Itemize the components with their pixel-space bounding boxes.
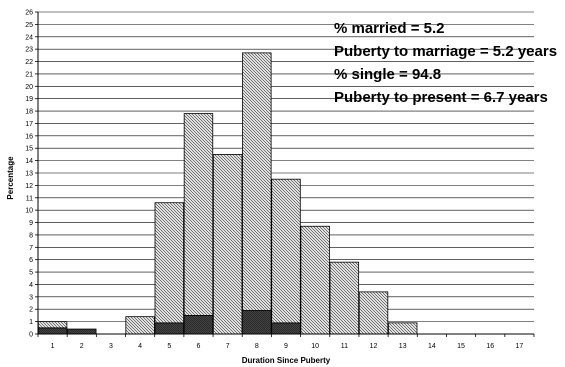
bar-segment-lower (37, 327, 68, 335)
bar-segment-upper (183, 113, 214, 316)
annotation-percent-single: % single = 94.8 (334, 66, 442, 83)
x-tick-label: 12 (370, 343, 378, 350)
bar-segment-upper (388, 322, 418, 335)
y-tick-label: 10 (25, 208, 33, 215)
bar-segment-lower (242, 310, 272, 335)
x-tick-label: 7 (226, 343, 230, 350)
x-tick-label: 3 (109, 343, 113, 350)
y-tick-label: 20 (25, 84, 33, 91)
bars (37, 52, 418, 335)
bar-segment-upper (271, 178, 301, 324)
y-tick-label: 1 (29, 319, 33, 326)
x-tick-label: 14 (428, 343, 436, 350)
x-tick-label: 13 (399, 343, 407, 350)
annotation-puberty-to-present: Puberty to present = 6.7 years (334, 89, 548, 106)
y-tick-label: 23 (25, 47, 33, 54)
y-tick-label: 15 (25, 146, 33, 153)
y-tick-label: 16 (25, 133, 33, 140)
axes: 0123456789101112131415161718192021222324… (25, 10, 535, 350)
x-tick-label: 9 (284, 343, 288, 350)
y-tick-label: 5 (29, 270, 33, 277)
bar-segment-lower (67, 328, 97, 335)
x-tick-label: 4 (138, 343, 142, 350)
y-tick-label: 26 (25, 10, 33, 17)
y-tick-label: 25 (25, 22, 33, 29)
x-tick-label: 15 (457, 343, 465, 350)
bar-segment-upper (242, 52, 272, 311)
bar-segment-upper (154, 202, 184, 324)
y-tick-label: 17 (25, 121, 33, 128)
x-tick-label: 16 (486, 343, 494, 350)
y-tick-label: 18 (25, 109, 33, 116)
x-tick-label: 8 (255, 343, 259, 350)
annotation-percent-married: % married = 5.2 (334, 20, 445, 37)
bar-segment-upper (37, 321, 68, 329)
bar-segment-lower (271, 322, 301, 335)
y-tick-label: 24 (25, 34, 33, 41)
y-tick-label: 8 (29, 232, 33, 239)
y-tick-label: 11 (26, 195, 33, 202)
bar-segment-upper (212, 154, 243, 335)
y-axis-title: Percentage (6, 156, 15, 200)
bar-segment-lower (183, 315, 214, 335)
x-tick-label: 5 (167, 343, 171, 350)
bar-segment-upper (329, 261, 360, 335)
x-tick-label: 1 (51, 343, 55, 350)
y-tick-label: 21 (25, 71, 33, 78)
y-tick-label: 2 (29, 307, 33, 314)
x-axis-title: Duration Since Puberty (242, 356, 331, 365)
y-tick-label: 3 (29, 294, 33, 301)
y-tick-label: 9 (29, 220, 33, 227)
annotation-puberty-to-marriage: Puberty to marriage = 5.2 years (334, 43, 558, 60)
y-tick-label: 0 (29, 332, 33, 339)
bar-segment-upper (125, 316, 155, 335)
y-tick-label: 7 (29, 245, 33, 252)
y-tick-label: 13 (25, 171, 33, 178)
y-tick-label: 19 (25, 96, 33, 103)
x-tick-label: 17 (516, 343, 524, 350)
bar-segment-upper (358, 291, 389, 335)
bar-segment-lower (154, 322, 184, 335)
bar-segment-upper (300, 225, 330, 335)
y-tick-label: 14 (25, 158, 33, 165)
y-tick-label: 6 (29, 257, 33, 264)
x-tick-label: 10 (311, 343, 319, 350)
x-tick-label: 11 (341, 343, 348, 350)
x-tick-label: 6 (197, 343, 201, 350)
y-tick-label: 12 (25, 183, 33, 190)
y-tick-label: 22 (25, 59, 33, 66)
y-tick-label: 4 (29, 282, 33, 289)
x-tick-label: 2 (80, 343, 84, 350)
